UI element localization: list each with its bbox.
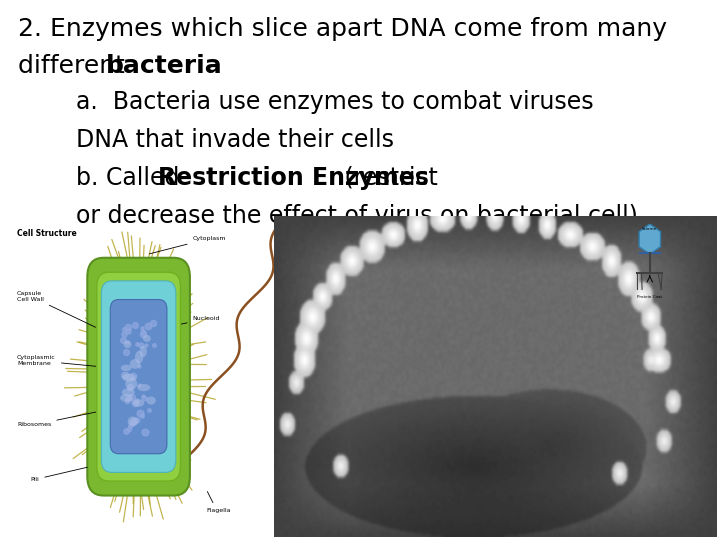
Text: or decrease the effect of virus on bacterial cell): or decrease the effect of virus on bacte… <box>76 204 637 227</box>
Ellipse shape <box>120 394 133 402</box>
Text: DNA that invade their cells: DNA that invade their cells <box>76 128 394 152</box>
Text: Sciome: Sciome <box>642 227 657 232</box>
Text: Restriction Enzymes: Restriction Enzymes <box>158 166 429 190</box>
Ellipse shape <box>121 372 130 380</box>
Text: Capsule
Cell Wall: Capsule Cell Wall <box>17 291 96 327</box>
Text: Cytoplasmic
Membrane: Cytoplasmic Membrane <box>17 355 101 367</box>
Text: bacteria: bacteria <box>106 54 222 78</box>
Ellipse shape <box>130 359 140 369</box>
Ellipse shape <box>143 335 151 342</box>
Ellipse shape <box>125 377 138 390</box>
Ellipse shape <box>122 388 135 396</box>
Text: 2. Enzymes which slice apart DNA come from many: 2. Enzymes which slice apart DNA come fr… <box>18 17 667 41</box>
Ellipse shape <box>122 374 135 382</box>
Text: b. Called: b. Called <box>76 166 186 190</box>
FancyBboxPatch shape <box>110 300 167 454</box>
Text: Nucleoid: Nucleoid <box>163 316 220 328</box>
Ellipse shape <box>135 351 143 363</box>
Text: different: different <box>18 54 133 78</box>
Ellipse shape <box>140 346 147 357</box>
Ellipse shape <box>121 364 132 371</box>
Text: Pili: Pili <box>30 467 87 482</box>
Ellipse shape <box>127 416 138 426</box>
Ellipse shape <box>146 396 156 405</box>
Text: Cell Structure: Cell Structure <box>17 229 77 238</box>
Text: (restrict: (restrict <box>337 166 438 190</box>
Text: a.  Bacteria use enzymes to combat viruses: a. Bacteria use enzymes to combat viruse… <box>76 90 593 114</box>
Ellipse shape <box>138 384 150 391</box>
FancyBboxPatch shape <box>87 258 190 496</box>
Text: Flagella: Flagella <box>206 508 230 512</box>
FancyBboxPatch shape <box>96 272 181 481</box>
Text: Ribosomes: Ribosomes <box>17 409 109 427</box>
Ellipse shape <box>124 341 132 348</box>
Text: Cytoplasm: Cytoplasm <box>149 236 226 254</box>
FancyBboxPatch shape <box>102 281 176 472</box>
Text: Protein Coat: Protein Coat <box>637 295 662 299</box>
Ellipse shape <box>134 399 144 407</box>
